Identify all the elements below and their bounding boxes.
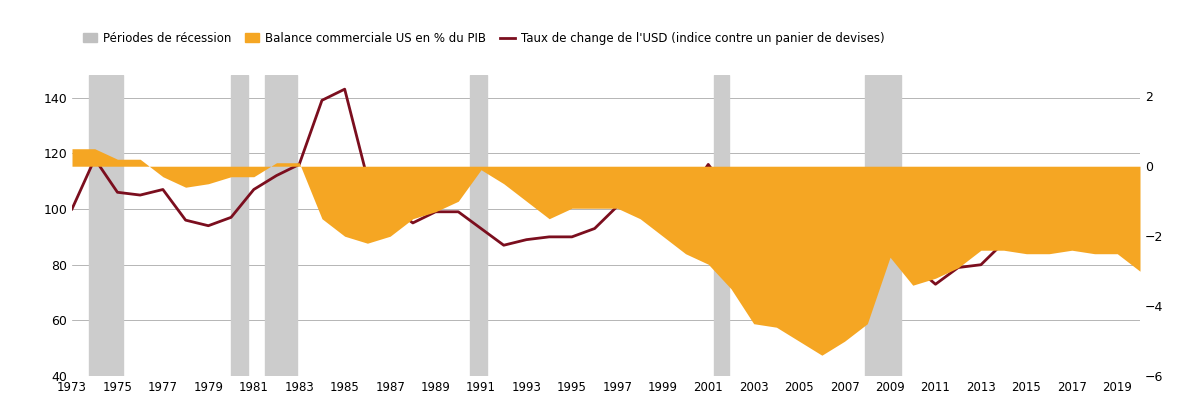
Bar [265,75,296,376]
Legend: Périodes de récession, Balance commerciale US en % du PIB, Taux de change de l'U: Périodes de récession, Balance commercia… [78,27,889,49]
Bar [89,75,124,376]
Bar [714,75,728,376]
Bar [232,75,248,376]
Bar [865,75,901,376]
Bar [469,75,487,376]
